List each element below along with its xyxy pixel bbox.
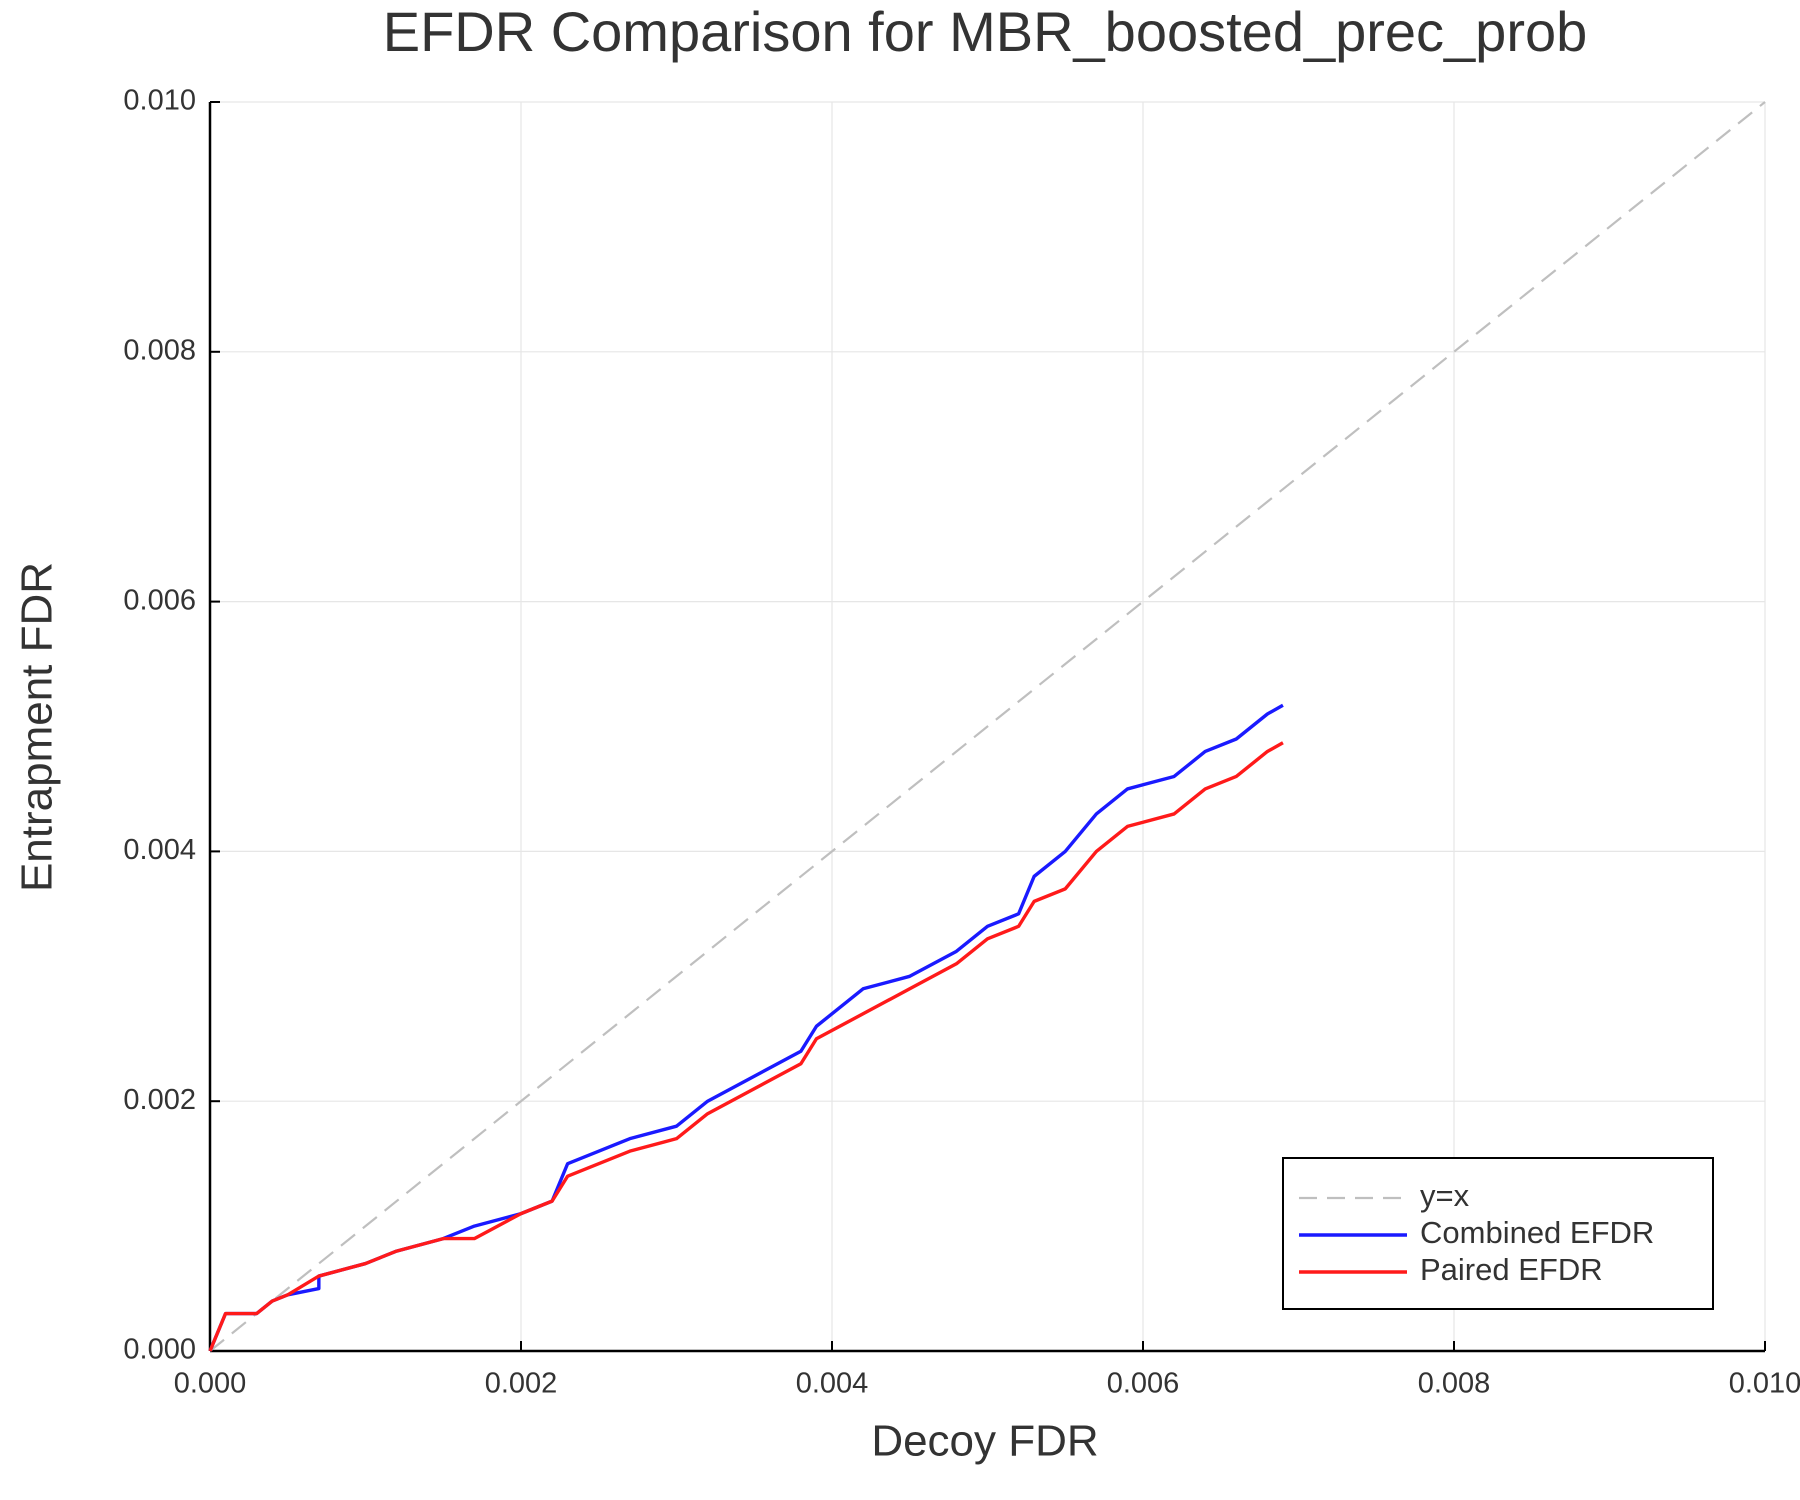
line-series — [208, 741, 1284, 1352]
x-tick-label: 0.010 — [1729, 1368, 1800, 1400]
x-tick-label: 0.006 — [1107, 1368, 1180, 1400]
legend-label: Combined EFDR — [1420, 1215, 1654, 1250]
y-tick-label: 0.000 — [123, 1334, 196, 1366]
x-tick-label: 0.002 — [485, 1368, 558, 1400]
x-tick-label: 0.004 — [796, 1368, 869, 1400]
y-tick-label: 0.006 — [123, 584, 196, 616]
x-axis-label: Decoy FDR — [871, 1417, 1098, 1466]
y-tick-label: 0.002 — [123, 1084, 196, 1116]
legend-label: Paired EFDR — [1420, 1252, 1603, 1287]
y-tick-label: 0.008 — [123, 334, 196, 366]
legend-label: y=x — [1420, 1178, 1470, 1213]
y-tick-label: 0.010 — [123, 85, 196, 117]
line-series — [208, 703, 1284, 1352]
line-series — [209, 101, 1766, 1352]
x-tick-label: 0.000 — [174, 1368, 247, 1400]
y-tick-label: 0.004 — [123, 834, 196, 866]
y-axis-label: Entrapment FDR — [13, 562, 62, 892]
x-tick-label: 0.008 — [1418, 1368, 1491, 1400]
chart-title: EFDR Comparison for MBR_boosted_prec_pro… — [383, 0, 1588, 63]
